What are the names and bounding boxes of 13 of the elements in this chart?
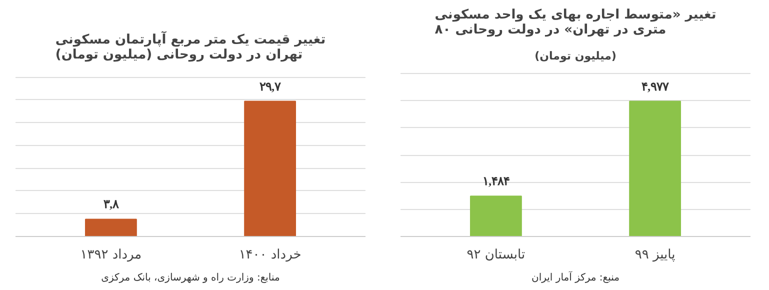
data-label: ۱,۴۸۴ xyxy=(482,174,510,188)
chart-title: تغییر «متوسط اجاره بهای یک واحد مسکونی ۸۰ متری در تهران» در دولت روحانی xyxy=(434,8,716,38)
x-tick-label: مرداد ۱۳۹۲ xyxy=(80,248,142,262)
chart-title: تغییر قیمت یک متر مربع آپارتمان مسکونی تهران در دولت روحانی (میلیون تومان) xyxy=(55,30,326,62)
x-tick-label: تابستان ۹۲ xyxy=(466,248,526,262)
x-tick-label: پاییز ۹۹ xyxy=(634,248,676,262)
chart-subtitle: (میلیون تومان) xyxy=(534,50,616,62)
data-label: ۴,۹۷۷ xyxy=(642,79,670,94)
data-label: ۳,۸ xyxy=(103,197,120,212)
text: منبع: مرکز آمار ایران xyxy=(532,270,620,284)
data-label: ۲۹,۷ xyxy=(260,79,282,94)
text: منابع: وزارت راه و شهرسازی، بانک مرکزی xyxy=(101,272,280,284)
x-tick-label: خرداد ۱۴۰۰ xyxy=(238,248,302,262)
